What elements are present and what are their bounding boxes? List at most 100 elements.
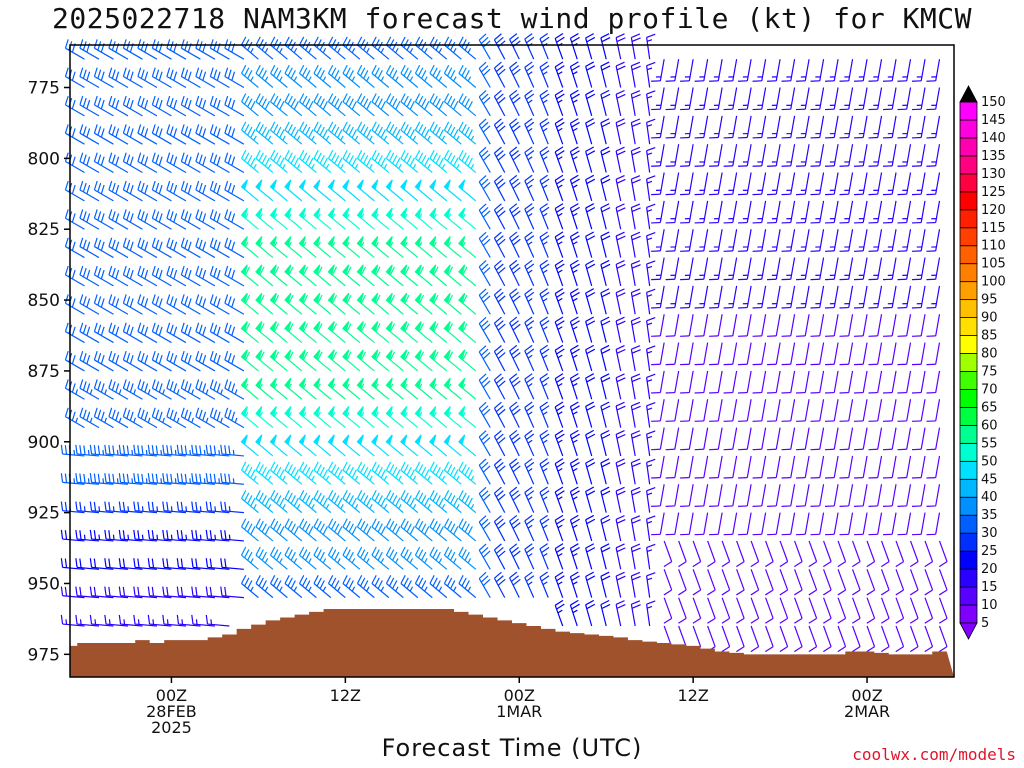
barb-full bbox=[337, 526, 343, 535]
barb-full bbox=[264, 100, 271, 110]
wind-barb bbox=[443, 36, 462, 60]
barb-full bbox=[224, 237, 229, 247]
barb-full bbox=[363, 551, 369, 561]
barb-full bbox=[93, 501, 97, 512]
barb-shaft bbox=[678, 569, 687, 591]
barb-full bbox=[601, 93, 611, 99]
barb-full bbox=[541, 36, 550, 43]
barb-full bbox=[261, 41, 267, 51]
barb-full bbox=[526, 518, 535, 526]
barb-full bbox=[75, 473, 78, 483]
barb-shaft bbox=[790, 399, 796, 422]
barb-full bbox=[213, 381, 218, 391]
barb-full bbox=[279, 129, 285, 139]
barb-full bbox=[808, 561, 817, 568]
wind-barb bbox=[825, 314, 839, 337]
barb-full bbox=[122, 237, 127, 247]
barb-full bbox=[213, 41, 218, 51]
barb-shaft bbox=[674, 342, 680, 365]
barb-full bbox=[497, 380, 506, 388]
barb-shaft bbox=[357, 72, 375, 88]
barb-full bbox=[100, 326, 105, 336]
barb-full bbox=[108, 124, 113, 134]
barb-flag bbox=[414, 207, 422, 219]
wind-barb bbox=[255, 36, 274, 60]
barb-full bbox=[276, 466, 282, 476]
barb-shaft bbox=[721, 540, 731, 562]
wind-barb bbox=[195, 265, 216, 287]
barb-full bbox=[429, 518, 435, 528]
barb-full bbox=[108, 67, 113, 77]
wind-barb bbox=[224, 407, 245, 429]
barb-full bbox=[450, 580, 456, 589]
barb-shaft bbox=[674, 257, 680, 280]
barb-full bbox=[446, 520, 453, 530]
barb-full bbox=[616, 547, 626, 553]
barb-full bbox=[202, 354, 207, 365]
wind-barb bbox=[478, 430, 491, 457]
barb-full bbox=[417, 39, 424, 48]
barb-full bbox=[250, 497, 256, 507]
barb-flag bbox=[458, 406, 466, 418]
barb-full bbox=[526, 490, 535, 497]
barb-full bbox=[480, 235, 489, 243]
barb-shaft bbox=[688, 370, 694, 393]
barb-full bbox=[385, 546, 392, 556]
wind-barb bbox=[195, 237, 216, 259]
barb-full bbox=[356, 518, 363, 528]
barb-full bbox=[169, 97, 174, 108]
barb-shaft bbox=[674, 370, 680, 393]
barb-full bbox=[184, 445, 188, 455]
barb-full bbox=[380, 129, 386, 139]
barb-full bbox=[495, 405, 504, 413]
barb-full bbox=[162, 444, 165, 455]
barb-full bbox=[495, 490, 504, 498]
barb-full bbox=[600, 571, 610, 577]
barb-half bbox=[438, 76, 443, 82]
barb-full bbox=[478, 231, 487, 239]
barb-full bbox=[169, 126, 174, 136]
wind-barb bbox=[79, 294, 100, 315]
barb-full bbox=[184, 97, 189, 108]
barb-full bbox=[122, 445, 126, 455]
barb-half bbox=[542, 326, 548, 331]
barb-shaft bbox=[688, 512, 694, 535]
barb-half bbox=[404, 213, 408, 219]
barb-shaft bbox=[790, 59, 796, 81]
barb-full bbox=[356, 546, 363, 556]
barb-full bbox=[495, 178, 504, 186]
barb-shaft bbox=[400, 526, 419, 542]
barb-shaft bbox=[775, 314, 781, 337]
barb-full bbox=[346, 351, 352, 361]
barb-full bbox=[556, 546, 565, 553]
barb-full bbox=[64, 265, 69, 276]
barb-full bbox=[360, 152, 366, 162]
barb-shaft bbox=[804, 285, 810, 308]
barb-shaft bbox=[478, 323, 491, 343]
wind-barb bbox=[651, 229, 665, 252]
wind-barb bbox=[224, 95, 245, 117]
barb-shaft bbox=[415, 101, 433, 117]
wind-barb bbox=[298, 264, 317, 287]
barb-full bbox=[482, 323, 491, 331]
barb-full bbox=[478, 543, 487, 551]
barb-full bbox=[250, 157, 256, 167]
wind-barb bbox=[680, 342, 694, 366]
wind-barb bbox=[796, 115, 810, 139]
barb-half bbox=[131, 478, 134, 484]
wind-barb bbox=[651, 342, 665, 366]
wind-barb bbox=[709, 59, 723, 82]
barb-full bbox=[64, 586, 68, 597]
barb-full bbox=[108, 152, 113, 162]
barb-flag bbox=[298, 377, 306, 389]
barb-full bbox=[155, 211, 160, 221]
barb-full bbox=[808, 617, 817, 624]
barb-shaft bbox=[478, 351, 491, 372]
barb-full bbox=[187, 99, 192, 110]
barb-full bbox=[287, 520, 293, 530]
wind-barb bbox=[646, 487, 656, 513]
barb-shaft bbox=[659, 399, 665, 422]
barb-full bbox=[293, 100, 299, 110]
barb-shaft bbox=[371, 101, 390, 117]
barb-full bbox=[585, 458, 595, 464]
